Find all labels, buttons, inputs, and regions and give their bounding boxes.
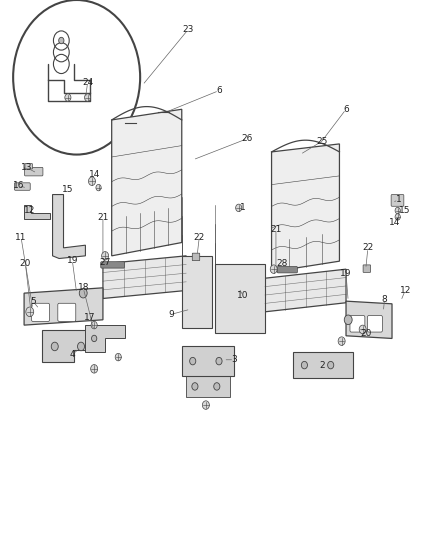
Text: 11: 11: [15, 233, 27, 241]
FancyBboxPatch shape: [25, 164, 32, 169]
Text: 22: 22: [362, 244, 374, 252]
Polygon shape: [24, 288, 103, 325]
Text: 1: 1: [240, 204, 246, 212]
Circle shape: [51, 342, 58, 351]
Text: 25: 25: [316, 137, 328, 146]
Circle shape: [338, 337, 345, 345]
Text: 23: 23: [183, 25, 194, 34]
Text: 16: 16: [13, 181, 24, 190]
Text: 27: 27: [99, 258, 111, 266]
Polygon shape: [265, 269, 346, 312]
Polygon shape: [272, 144, 339, 272]
Circle shape: [65, 94, 71, 101]
Text: 6: 6: [343, 105, 349, 114]
Text: 8: 8: [381, 295, 388, 304]
FancyBboxPatch shape: [367, 316, 382, 332]
Polygon shape: [53, 195, 85, 259]
Text: 18: 18: [78, 284, 89, 292]
Circle shape: [59, 37, 64, 44]
Polygon shape: [182, 256, 212, 328]
Text: 21: 21: [97, 213, 109, 222]
Text: 17: 17: [84, 313, 95, 321]
Circle shape: [328, 361, 334, 369]
Polygon shape: [346, 301, 392, 338]
Text: 14: 14: [88, 171, 100, 179]
Polygon shape: [215, 264, 265, 333]
Text: 15: 15: [62, 185, 74, 193]
Circle shape: [395, 207, 400, 214]
Circle shape: [270, 265, 277, 273]
Text: 22: 22: [194, 233, 205, 241]
Polygon shape: [85, 325, 125, 352]
Text: 13: 13: [21, 164, 33, 172]
Text: 21: 21: [270, 225, 282, 233]
Circle shape: [301, 361, 307, 369]
Polygon shape: [103, 256, 186, 298]
Text: 15: 15: [399, 206, 411, 215]
Text: 26: 26: [242, 134, 253, 143]
Text: 3: 3: [231, 356, 237, 364]
Circle shape: [359, 325, 366, 334]
Text: 20: 20: [360, 329, 371, 337]
Circle shape: [216, 357, 222, 365]
Circle shape: [78, 342, 85, 351]
Text: 6: 6: [216, 86, 222, 95]
Circle shape: [88, 177, 95, 185]
Circle shape: [236, 204, 242, 212]
Text: 19: 19: [340, 269, 352, 278]
Circle shape: [395, 214, 400, 220]
Polygon shape: [24, 205, 50, 219]
Circle shape: [26, 307, 34, 317]
Circle shape: [92, 335, 97, 342]
Circle shape: [192, 383, 198, 390]
FancyBboxPatch shape: [363, 265, 371, 272]
Circle shape: [96, 184, 101, 191]
Polygon shape: [182, 346, 234, 376]
Polygon shape: [112, 109, 182, 256]
Text: 10: 10: [237, 292, 249, 300]
Polygon shape: [293, 352, 353, 378]
FancyBboxPatch shape: [58, 303, 76, 321]
FancyBboxPatch shape: [277, 266, 297, 273]
Text: 24: 24: [82, 78, 93, 87]
Text: 20: 20: [20, 260, 31, 268]
Circle shape: [344, 315, 352, 325]
Circle shape: [202, 401, 209, 409]
Text: 9: 9: [168, 310, 174, 319]
Text: 12: 12: [399, 286, 411, 295]
FancyBboxPatch shape: [350, 316, 365, 332]
FancyBboxPatch shape: [391, 195, 404, 206]
FancyBboxPatch shape: [14, 183, 30, 190]
Circle shape: [79, 288, 87, 298]
Text: 14: 14: [389, 219, 400, 227]
Circle shape: [13, 0, 140, 155]
FancyBboxPatch shape: [186, 376, 230, 397]
Circle shape: [102, 252, 109, 260]
Circle shape: [85, 94, 91, 101]
Circle shape: [115, 353, 121, 361]
Text: 4: 4: [70, 350, 75, 359]
Text: 12: 12: [24, 206, 35, 215]
FancyBboxPatch shape: [192, 253, 200, 261]
Circle shape: [91, 365, 98, 373]
Text: 19: 19: [67, 256, 78, 264]
Text: 2: 2: [319, 361, 325, 369]
Text: 28: 28: [277, 260, 288, 268]
Circle shape: [91, 321, 97, 329]
Text: 1: 1: [396, 196, 402, 204]
Circle shape: [214, 383, 220, 390]
FancyBboxPatch shape: [101, 262, 124, 268]
FancyBboxPatch shape: [25, 167, 43, 176]
Polygon shape: [42, 330, 101, 362]
FancyBboxPatch shape: [32, 303, 49, 321]
Circle shape: [190, 357, 196, 365]
Text: 5: 5: [30, 297, 36, 305]
